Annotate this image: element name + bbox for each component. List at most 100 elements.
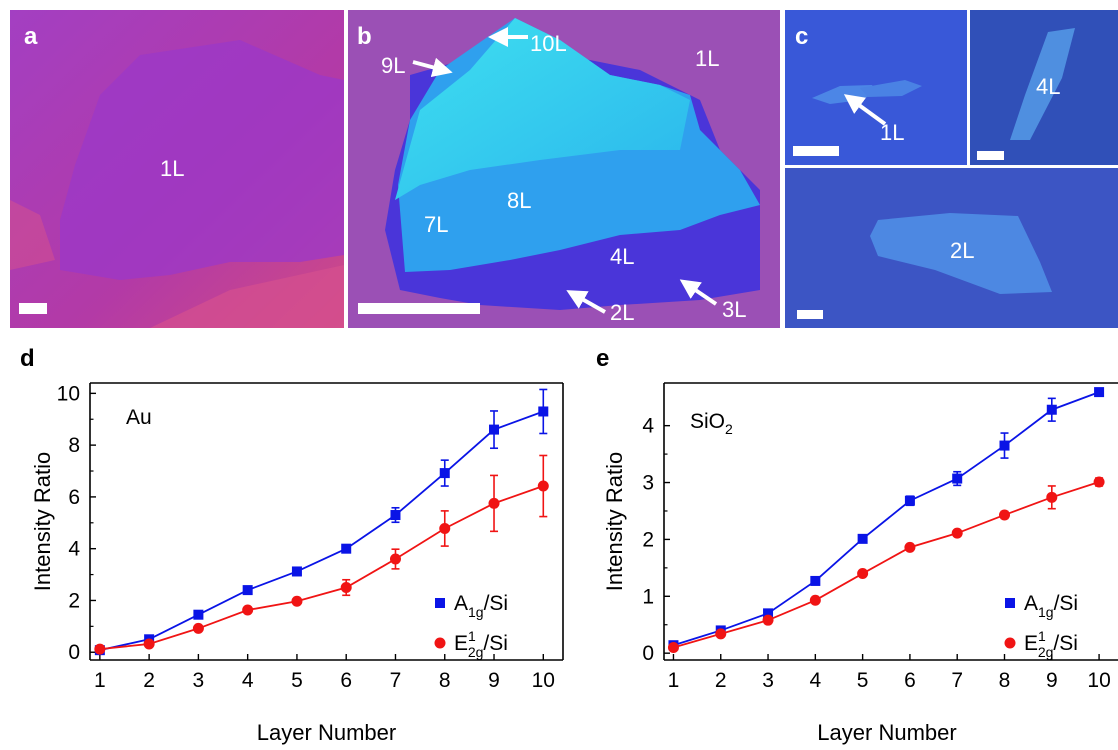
data-point-square: [489, 424, 500, 435]
data-point-circle: [143, 638, 155, 650]
legend-entry: A1g/Si: [1005, 592, 1078, 620]
y-tick-label: 6: [68, 486, 80, 509]
legend-marker-square: [435, 598, 445, 608]
data-point-circle: [291, 595, 303, 607]
panel-c-label-2L: 2L: [950, 238, 974, 263]
panel-a-micrograph: a 1L: [10, 10, 344, 328]
chart-panel-d: d Au 1 2 3 4 5 6 7 8 9 10 0 2 4 6 8 10 Layer Number Inten…: [20, 345, 564, 745]
panel-b-letter: b: [357, 23, 372, 50]
data-point-circle: [667, 641, 679, 653]
legend-entry: A1g/Si: [435, 592, 508, 620]
data-point-circle: [242, 604, 254, 616]
panel-c-flake-1L-b: [860, 80, 922, 97]
series-e2g: [667, 476, 1105, 653]
panel-c-label-4L: 4L: [1036, 74, 1060, 99]
panel-a-bare-substrate: [150, 265, 344, 328]
data-point-square: [439, 468, 450, 479]
series-a1g: [94, 388, 549, 656]
panel-c-arrow-1L: [843, 94, 887, 126]
panel-c-micrographs: c 1L 4L 2L: [785, 10, 1118, 328]
legend-marker-circle: [1004, 637, 1016, 649]
panel-c-scale-bar-1: [793, 146, 839, 156]
panel-e-letter: e: [596, 345, 609, 372]
legend-label: A1g/Si: [1024, 592, 1078, 620]
data-point-square: [390, 510, 401, 521]
data-point-square: [291, 566, 302, 577]
panel-b-arrow-3L: [679, 279, 718, 306]
y-tick-label: 4: [642, 415, 654, 438]
panel-c-flake-4L: [1010, 28, 1075, 140]
data-point-circle: [857, 568, 869, 580]
panel-a-scale-bar: [19, 303, 47, 314]
panel-a-bare-substrate-left: [10, 200, 55, 270]
legend-marker-square: [1005, 598, 1015, 608]
panel-a-flake: [60, 40, 344, 280]
data-point-square: [810, 575, 821, 586]
data-point-circle: [809, 594, 821, 606]
data-point-circle: [904, 541, 916, 553]
panel-c-scale-bar-2: [977, 151, 1004, 160]
x-tick-label: 8: [439, 669, 451, 692]
data-point-square: [763, 608, 774, 619]
panel-b-label-10L: 10L: [530, 31, 567, 56]
data-point-circle: [715, 628, 727, 640]
x-tick-label: 2: [143, 669, 155, 692]
y-tick-label: 1: [642, 585, 654, 608]
legend-marker-circle: [434, 637, 446, 649]
panel-b-arrow-9L: [412, 57, 453, 78]
series-line: [673, 391, 1100, 647]
x-tick-label: 1: [668, 669, 680, 692]
x-tick-label: 4: [242, 669, 254, 692]
x-tick-label: 9: [1046, 669, 1058, 692]
x-tick-label: 5: [291, 669, 303, 692]
panel-b-label-4L: 4L: [610, 244, 634, 269]
panel-b-top-layers: [395, 18, 690, 200]
series-line: [673, 481, 1100, 649]
x-tick-label: 10: [1087, 669, 1110, 692]
x-tick-label: 10: [532, 669, 555, 692]
data-point-square: [538, 406, 549, 417]
y-tick-label: 4: [68, 538, 80, 561]
panel-a-letter: a: [24, 23, 38, 50]
plot-frame: [89, 382, 564, 661]
data-point-square: [904, 495, 915, 506]
x-tick-label: 9: [488, 669, 500, 692]
x-tick-label: 5: [857, 669, 869, 692]
x-tick-label: 6: [340, 669, 352, 692]
data-point-square: [193, 609, 204, 620]
data-point-square: [341, 543, 352, 554]
data-point-square: [1094, 387, 1105, 398]
data-point-circle: [1046, 491, 1058, 503]
data-point-circle: [951, 527, 963, 539]
data-point-circle: [999, 509, 1010, 521]
panel-a-label-1L: 1L: [160, 156, 184, 181]
x-tick-label: 6: [904, 669, 916, 692]
data-point-square: [857, 533, 868, 544]
x-axis-label: Layer Number: [817, 720, 956, 745]
legend-entry: E1 2g/Si: [434, 628, 508, 660]
data-point-circle: [389, 553, 401, 565]
series-line: [99, 485, 544, 651]
y-tick-label: 0: [68, 641, 80, 664]
panel-c-letter: c: [795, 23, 808, 50]
data-point-circle: [192, 622, 204, 634]
data-point-circle: [537, 480, 549, 492]
y-tick-label: 2: [642, 528, 654, 551]
y-tick-label: 0: [642, 642, 654, 665]
y-tick-label: 8: [68, 434, 80, 457]
data-point-circle: [1093, 476, 1105, 488]
data-point-circle: [488, 497, 500, 509]
y-tick-label: 10: [57, 382, 80, 405]
x-tick-label: 2: [715, 669, 727, 692]
x-tick-label: 3: [762, 669, 774, 692]
panel-b-label-3L: 3L: [722, 297, 746, 322]
legend-label: E1 2g/Si: [1024, 628, 1078, 660]
y-axis-label: Intensity Ratio: [30, 452, 55, 591]
panel-d-letter: d: [20, 345, 35, 372]
data-point-square: [242, 585, 253, 596]
legend-label: A1g/Si: [454, 592, 508, 620]
data-point-circle: [762, 614, 774, 626]
legend-label: E1 2g/Si: [454, 628, 508, 660]
